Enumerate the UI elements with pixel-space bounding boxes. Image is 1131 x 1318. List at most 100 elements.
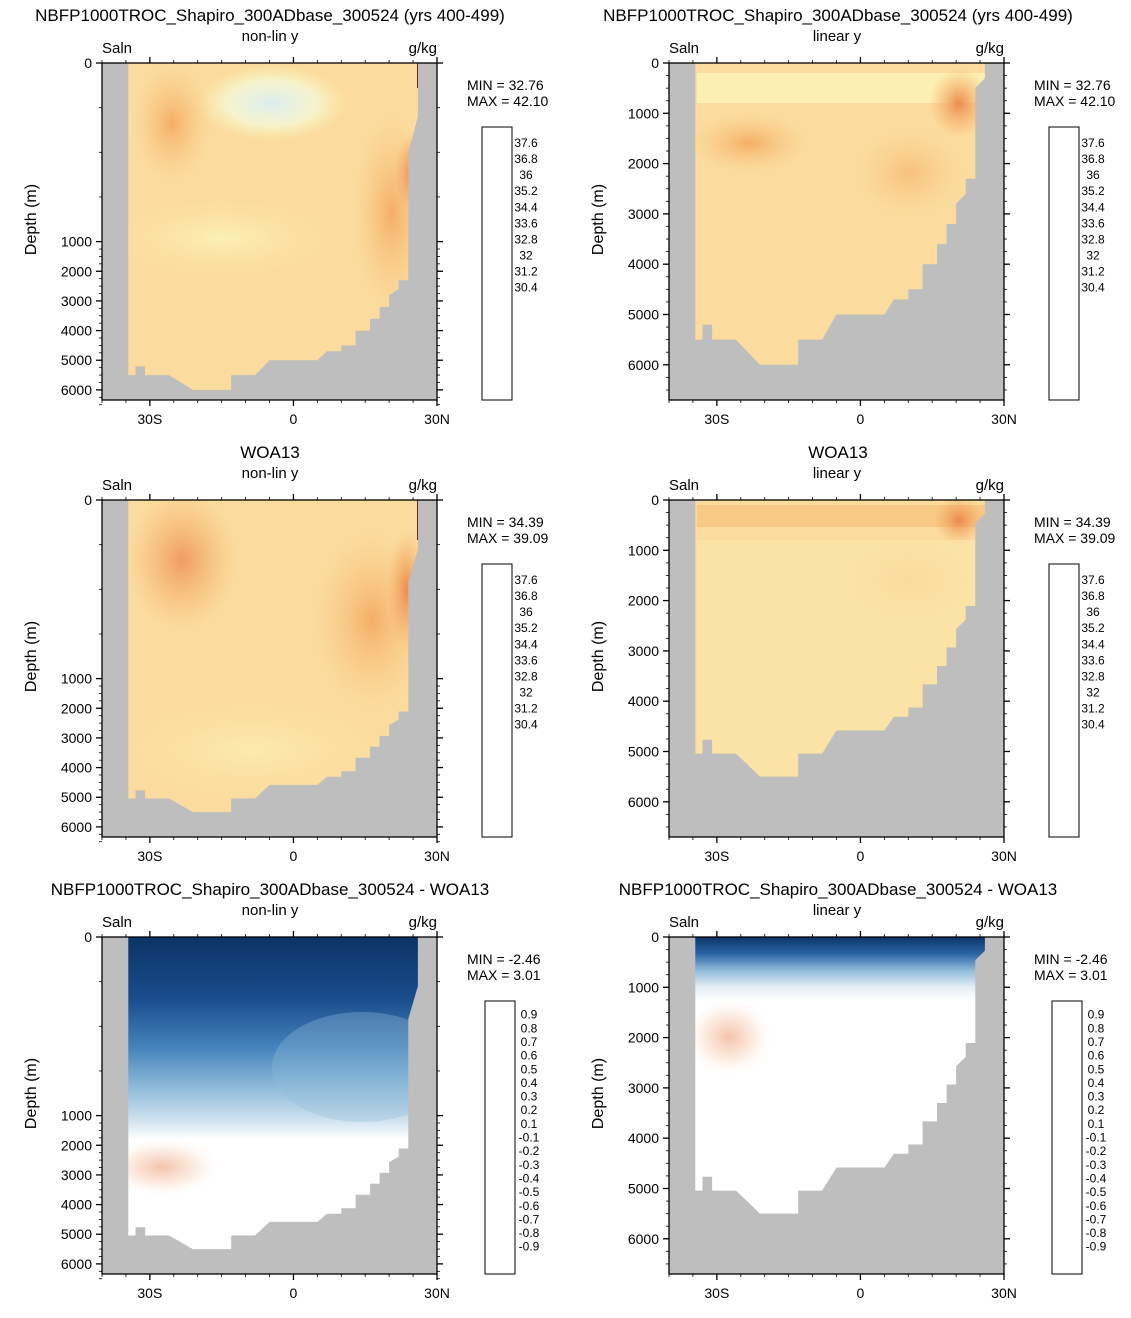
y-tick-label: 0 xyxy=(651,492,659,508)
x-tick-label: 30S xyxy=(704,411,729,427)
y-tick-label: 6000 xyxy=(628,357,659,373)
yscale-label: non-lin y xyxy=(242,902,299,919)
units-label: g/kg xyxy=(409,914,437,931)
yscale-label: linear y xyxy=(813,465,862,482)
colorbar-tick-label: 32.8 xyxy=(514,669,538,683)
panel: WOA13 Saln non-lin y g/kg 0 1000 2000 3000 4000 5… xyxy=(23,443,549,864)
min-label: MIN = 32.76 xyxy=(1034,77,1111,93)
colorbar-tick-label: -0.9 xyxy=(1086,1240,1107,1254)
panel: NBFP1000TROC_Shapiro_300ADbase_300524 (y… xyxy=(23,6,549,427)
x-tick-label: 30N xyxy=(424,848,450,864)
colorbar-tick-label: 36 xyxy=(519,605,533,619)
colorbar-tick-label: 30.4 xyxy=(1081,281,1105,295)
colorbar-tick-label: 30.4 xyxy=(514,281,538,295)
colorbar-tick-label: 32 xyxy=(1086,249,1100,263)
colorbar-tick-label: 31.2 xyxy=(514,702,538,716)
colorbar-tick-label: 0.7 xyxy=(1088,1035,1105,1049)
positive-anomaly xyxy=(684,997,774,1077)
colorbar-tick-label: 33.6 xyxy=(1081,216,1105,230)
colorbar-tick-label: -0.2 xyxy=(1086,1144,1107,1158)
colorbar-tick-label: 36 xyxy=(1086,168,1100,182)
data-field xyxy=(669,500,1004,837)
colorbar-tick-label: -0.4 xyxy=(519,1172,540,1186)
axes: 0 1000 2000 3000 4000 5000 6000 30S 0 30N Depth (m… xyxy=(23,492,450,864)
colorbar: 37.6 36.8 36 35.2 34.4 33.6 32.8 32 31.2 30.4 xyxy=(481,126,538,401)
max-label: MAX = 39.09 xyxy=(467,530,549,546)
colorbar-tick-label: -0.5 xyxy=(1086,1185,1107,1199)
fresh-tongue xyxy=(197,65,347,141)
x-tick-label: 30N xyxy=(424,1285,450,1301)
colorbar-tick-label: -0.8 xyxy=(1086,1226,1107,1240)
y-axis-label: Depth (m) xyxy=(23,621,40,692)
colorbar-tick-label: -0.4 xyxy=(1086,1172,1107,1186)
colorbar-tick-label: 0.6 xyxy=(1088,1049,1105,1063)
min-label: MIN = 34.39 xyxy=(1034,514,1111,530)
land-mask xyxy=(669,937,1004,1274)
colorbar-tick-label: 0.8 xyxy=(521,1021,538,1035)
colorbar-frame xyxy=(481,126,513,401)
north-max xyxy=(929,68,989,138)
y-tick-label: 1000 xyxy=(61,234,92,250)
colorbar-tick-label: 0.5 xyxy=(521,1062,538,1076)
colorbar-tick-label: 32.8 xyxy=(1081,669,1105,683)
axes: 0 1000 2000 3000 4000 5000 6000 30S 0 30N Depth (m… xyxy=(23,55,450,427)
colorbar-tick-label: 36 xyxy=(1086,605,1100,619)
y-tick-label: 2000 xyxy=(628,1030,659,1046)
colorbar-frame xyxy=(1048,126,1080,401)
y-tick-label: 2000 xyxy=(61,700,92,716)
units-label: g/kg xyxy=(976,914,1004,931)
y-tick-label: 3000 xyxy=(628,206,659,222)
y-tick-label: 6000 xyxy=(61,819,92,835)
colorbar-tick-label: 36.8 xyxy=(514,589,538,603)
max-label: MAX = 42.10 xyxy=(467,93,549,109)
colorbar-tick-label: 34.4 xyxy=(514,200,538,214)
x-tick-label: 0 xyxy=(857,411,865,427)
y-tick-label: 5000 xyxy=(61,789,92,805)
colorbar-tick-label: -0.3 xyxy=(1086,1158,1107,1172)
colorbar-tick-label: 0.5 xyxy=(1088,1062,1105,1076)
colorbar-tick-label: 0.8 xyxy=(1088,1021,1105,1035)
colorbar-tick-label: 32 xyxy=(519,249,533,263)
colorbar-tick-label: 0.3 xyxy=(521,1090,538,1104)
colorbar-tick-label: 37.6 xyxy=(1081,573,1105,587)
y-tick-label: 3000 xyxy=(61,730,92,746)
colorbar: 37.6 36.8 36 35.2 34.4 33.6 32.8 32 31.2 30.4 xyxy=(1048,563,1105,838)
panel: NBFP1000TROC_Shapiro_300ADbase_300524 (y… xyxy=(590,6,1116,427)
y-tick-label: 6000 xyxy=(61,382,92,398)
x-tick-label: 0 xyxy=(857,848,865,864)
yscale-label: linear y xyxy=(813,28,862,45)
y-tick-label: 3000 xyxy=(628,643,659,659)
x-tick-label: 30S xyxy=(704,1285,729,1301)
y-tick-label: 3000 xyxy=(61,293,92,309)
panel-title: NBFP1000TROC_Shapiro_300ADbase_300524 (y… xyxy=(603,6,1073,25)
y-axis-label: Depth (m) xyxy=(590,1058,607,1129)
y-tick-label: 1000 xyxy=(61,1108,92,1124)
y-tick-label: 1000 xyxy=(628,542,659,558)
colorbar-tick-label: 0.1 xyxy=(521,1117,538,1131)
colorbar-tick-label: 35.2 xyxy=(1081,621,1105,635)
colorbar-tick-label: 31.2 xyxy=(1081,702,1105,716)
axes: 0 1000 2000 3000 4000 5000 6000 30S 0 30N Depth (m… xyxy=(23,929,450,1301)
colorbar-tick-label: 37.6 xyxy=(514,573,538,587)
colorbar-tick-label: -0.7 xyxy=(1086,1212,1107,1226)
y-tick-label: 0 xyxy=(84,492,92,508)
y-tick-label: 6000 xyxy=(61,1256,92,1272)
colorbar-tick-label: 32 xyxy=(519,686,533,700)
x-tick-label: 0 xyxy=(290,411,298,427)
north-max xyxy=(934,500,984,545)
colorbar: 37.6 36.8 36 35.2 34.4 33.6 32.8 32 31.2 30.4 xyxy=(481,563,538,838)
land-mask xyxy=(669,500,1004,837)
x-tick-label: 30S xyxy=(137,1285,162,1301)
min-label: MIN = 32.76 xyxy=(467,77,544,93)
colorbar-tick-label: -0.1 xyxy=(519,1131,540,1145)
colorbar-tick-label: 37.6 xyxy=(1081,136,1105,150)
y-axis-label: Depth (m) xyxy=(590,621,607,692)
colorbar-tick-label: -0.2 xyxy=(519,1144,540,1158)
colorbar-tick-label: -0.8 xyxy=(519,1226,540,1240)
panel: NBFP1000TROC_Shapiro_300ADbase_300524 - … xyxy=(590,880,1108,1301)
yscale-label: non-lin y xyxy=(242,28,299,45)
colorbar-tick-label: 30.4 xyxy=(1081,718,1105,732)
colorbar-tick-label: 0.2 xyxy=(521,1103,538,1117)
y-tick-label: 3000 xyxy=(628,1080,659,1096)
surface-salty xyxy=(697,505,987,527)
